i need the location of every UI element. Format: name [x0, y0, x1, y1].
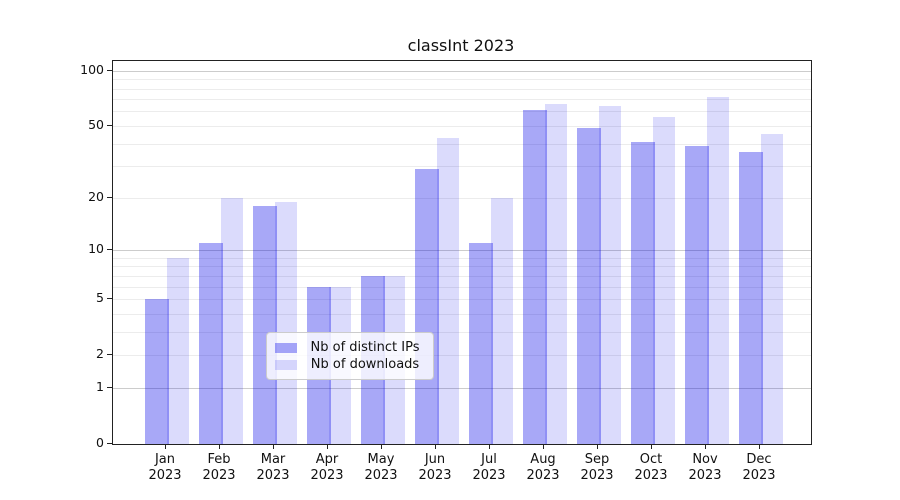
bar-distinct-ips — [523, 110, 547, 444]
gridline-minor — [113, 299, 811, 301]
gridline-major — [113, 250, 811, 252]
gridline-minor — [113, 79, 811, 81]
gridline-major — [113, 70, 811, 72]
gridline-minor — [113, 275, 811, 277]
plot-area — [112, 60, 812, 445]
x-tick-mark — [489, 444, 490, 449]
x-tick-mark — [435, 444, 436, 449]
legend-item-downloads: Nb of downloads — [275, 356, 425, 373]
bar-distinct-ips — [739, 151, 763, 444]
bar-distinct-ips — [685, 145, 709, 444]
gridline-minor — [113, 143, 811, 145]
y-tick-mark — [107, 443, 112, 444]
y-tick-label: 5 — [96, 290, 104, 306]
bar-downloads — [653, 116, 675, 444]
gridline-minor — [113, 286, 811, 288]
chart-title: classInt 2023 — [407, 36, 515, 55]
gridline-minor — [113, 313, 811, 315]
bar-downloads — [491, 197, 513, 444]
x-tick-label: Jul 2023 — [472, 452, 506, 483]
gridline-minor — [113, 355, 811, 357]
bar-downloads — [707, 96, 729, 444]
x-tick-mark — [705, 444, 706, 449]
gridline-minor — [113, 111, 811, 113]
y-tick-mark — [107, 196, 112, 198]
x-tick-label: Mar 2023 — [256, 452, 290, 483]
x-tick-label: May 2023 — [364, 452, 398, 483]
y-tick-label: 1 — [96, 378, 104, 394]
x-tick-label: Oct 2023 — [634, 452, 668, 483]
legend-swatch-downloads — [275, 359, 297, 370]
x-tick-mark — [651, 444, 652, 449]
legend-swatch-distinct-ips — [275, 342, 297, 353]
gridline-minor — [113, 257, 811, 259]
gridline-minor — [113, 99, 811, 101]
bar-distinct-ips — [469, 243, 493, 444]
gridline-minor — [113, 125, 811, 127]
legend-label-downloads: Nb of downloads — [310, 357, 420, 372]
x-tick-label: Jan 2023 — [148, 452, 182, 483]
bar-downloads — [761, 134, 783, 444]
y-tick-mark — [107, 124, 112, 126]
y-tick-label: 20 — [88, 188, 104, 204]
y-tick-label: 50 — [88, 116, 104, 132]
x-tick-mark — [219, 444, 220, 449]
x-tick-label: Aug 2023 — [526, 452, 560, 483]
bar-distinct-ips — [253, 205, 277, 444]
gridline-major — [113, 387, 811, 389]
bar-downloads — [545, 103, 567, 444]
bar-distinct-ips — [199, 243, 223, 444]
x-tick-mark — [543, 444, 544, 449]
bar-downloads — [167, 257, 189, 444]
x-tick-label: Dec 2023 — [742, 452, 776, 483]
x-tick-label: Apr 2023 — [310, 452, 344, 483]
gridline-minor — [113, 331, 811, 333]
x-tick-label: Nov 2023 — [688, 452, 722, 483]
bar-downloads — [275, 201, 297, 444]
y-tick-label: 0 — [96, 435, 104, 450]
y-tick-label: 2 — [96, 346, 104, 362]
legend: Nb of distinct IPs Nb of downloads — [266, 332, 434, 380]
y-tick-mark — [107, 69, 112, 71]
legend-item-distinct-ips: Nb of distinct IPs — [275, 339, 425, 356]
gridline-minor — [113, 197, 811, 199]
x-tick-mark — [273, 444, 274, 449]
x-tick-mark — [327, 444, 328, 449]
y-tick-mark — [107, 354, 112, 356]
bar-distinct-ips — [415, 168, 439, 444]
bar-downloads — [599, 106, 621, 444]
bar-distinct-ips — [577, 127, 601, 444]
y-tick-label: 100 — [80, 61, 104, 77]
gridline-minor — [113, 88, 811, 90]
x-tick-mark — [597, 444, 598, 449]
x-tick-mark — [759, 444, 760, 449]
y-tick-mark — [107, 298, 112, 300]
legend-label-distinct-ips: Nb of distinct IPs — [310, 340, 420, 355]
y-tick-label: 10 — [88, 241, 104, 257]
x-tick-label: Sep 2023 — [580, 452, 614, 483]
x-tick-mark — [381, 444, 382, 449]
gridline-minor — [113, 266, 811, 268]
bar-downloads — [221, 197, 243, 444]
x-tick-mark — [165, 444, 166, 449]
x-tick-label: Feb 2023 — [202, 452, 236, 483]
bar-distinct-ips — [631, 141, 655, 444]
bar-distinct-ips — [145, 299, 169, 444]
x-tick-label: Jun 2023 — [418, 452, 452, 483]
y-tick-mark — [107, 386, 112, 388]
gridline-minor — [113, 166, 811, 168]
bar-downloads — [437, 137, 459, 444]
y-tick-mark — [107, 249, 112, 251]
